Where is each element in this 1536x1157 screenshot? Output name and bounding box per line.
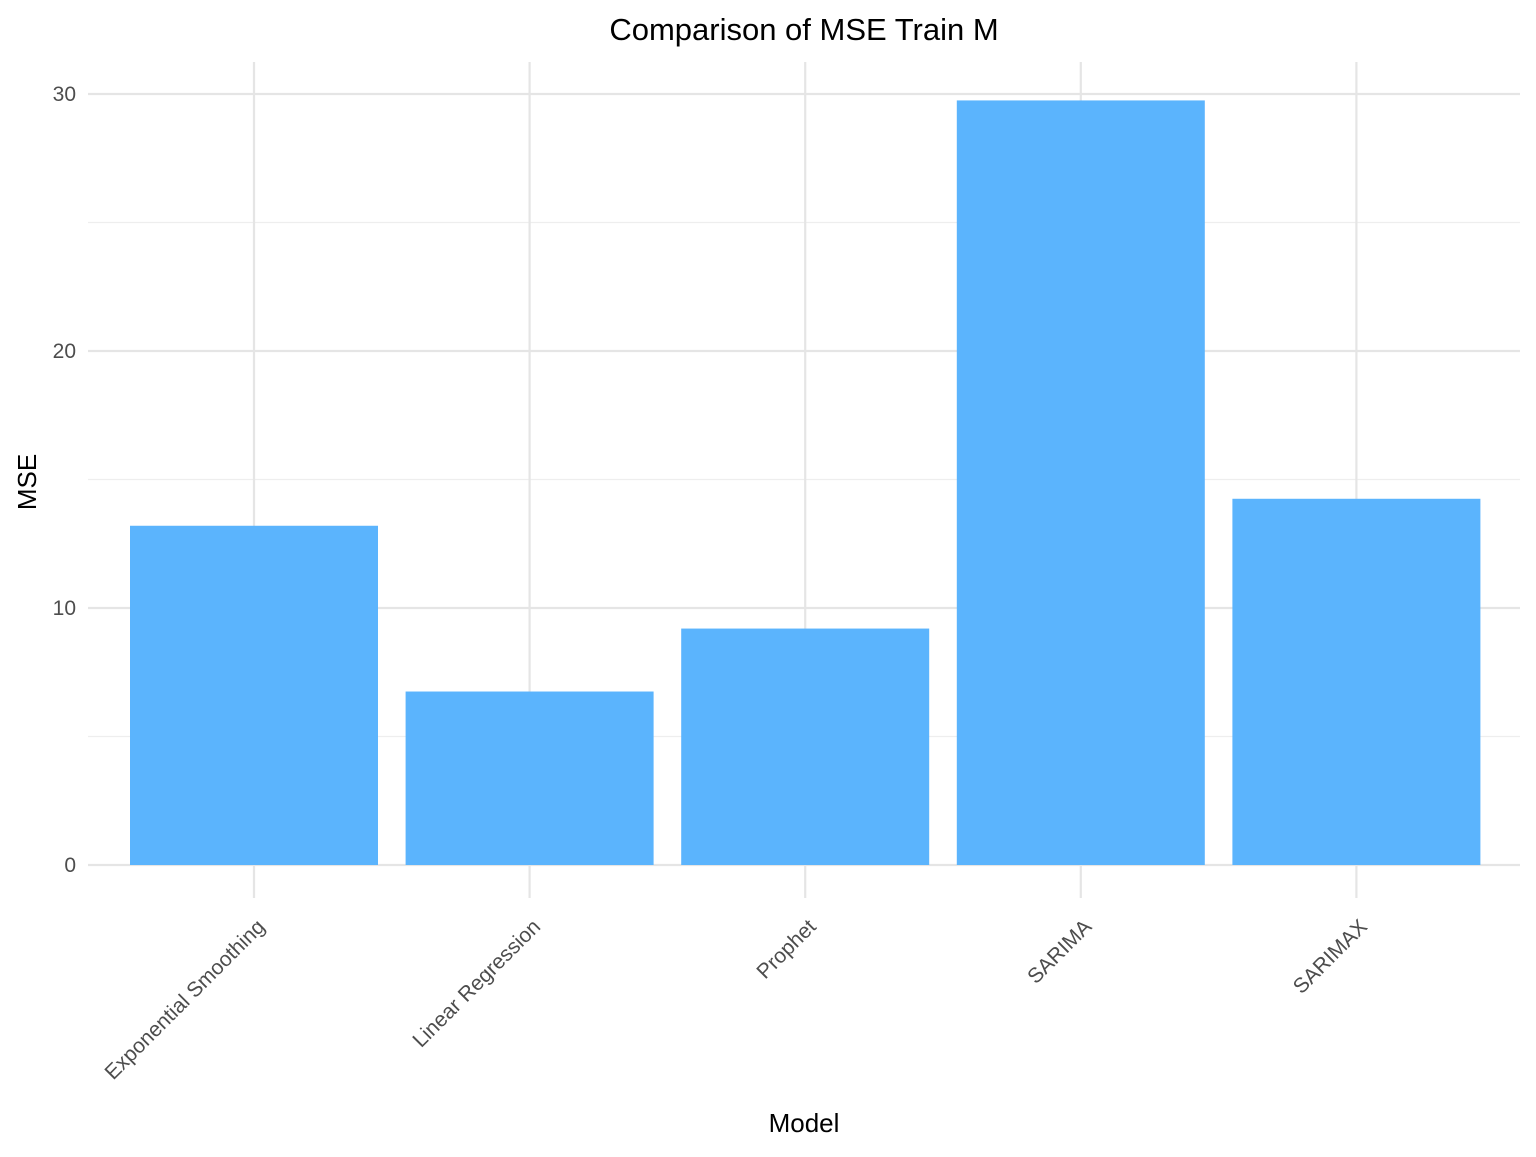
bar-sarimax — [1232, 498, 1481, 865]
y-tick-label: 10 — [53, 597, 76, 620]
bar-linear-regression — [405, 691, 654, 865]
bar-layer — [130, 100, 1481, 866]
x-tick-label: Exponential Smoothing — [101, 915, 270, 1084]
x-tick-label: Prophet — [752, 915, 820, 983]
y-tick-label: 0 — [64, 854, 76, 877]
y-tick-label: 20 — [53, 340, 76, 363]
chart-title: Comparison of MSE Train M — [609, 12, 998, 47]
x-tick-label: SARIMAX — [1289, 915, 1372, 998]
bar-sarima — [956, 100, 1205, 866]
y-axis-title: MSE — [12, 454, 42, 510]
y-tick-label: 30 — [53, 83, 76, 106]
y-axis-ticks: 0 10 20 30 — [53, 83, 76, 877]
bar-prophet — [681, 628, 930, 865]
x-axis-ticks: Exponential Smoothing Linear Regression Pr… — [101, 915, 1372, 1084]
x-axis-title: Model — [769, 1108, 840, 1138]
x-tick-label: Linear Regression — [408, 915, 545, 1052]
x-tick-label: SARIMA — [1023, 915, 1096, 988]
bar-exponential-smoothing — [130, 525, 378, 865]
